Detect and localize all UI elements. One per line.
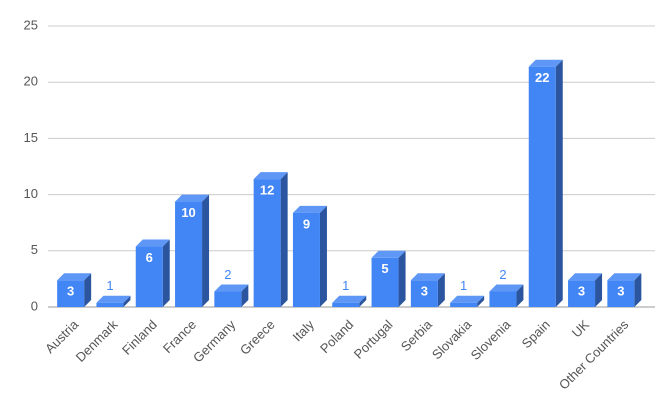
bar	[135, 239, 170, 307]
bar-top	[332, 295, 367, 303]
bar	[568, 273, 603, 307]
x-tick-label: Portugal	[351, 317, 396, 362]
bar-front	[410, 280, 438, 307]
bar-side	[202, 194, 210, 307]
bar	[450, 295, 485, 307]
bar-front	[135, 246, 163, 307]
y-tick-label: 15	[24, 130, 38, 145]
bar-side	[437, 273, 445, 307]
bar-front	[253, 179, 281, 307]
value-label: 2	[224, 267, 231, 282]
y-tick-label: 20	[24, 74, 38, 89]
value-label: 1	[342, 278, 349, 293]
bar-top	[253, 172, 288, 180]
bar-side	[162, 239, 170, 307]
x-tick-label: Slovenia	[468, 316, 514, 362]
x-tick-label: Other Countries	[556, 317, 632, 393]
x-tick-label: Italy	[290, 317, 318, 345]
value-label: 12	[260, 183, 274, 198]
value-label: 9	[303, 216, 310, 231]
y-tick-label: 25	[24, 17, 38, 32]
value-label: 2	[499, 267, 506, 282]
bar-side	[319, 205, 327, 307]
bar-side	[280, 172, 288, 307]
bar-front	[214, 291, 242, 307]
bar-side	[555, 59, 563, 307]
bar-front	[568, 280, 596, 307]
bar-side	[595, 273, 603, 307]
bar	[96, 295, 131, 307]
bar-front	[450, 302, 478, 307]
value-label: 3	[617, 284, 624, 299]
bar-side	[241, 284, 249, 307]
bar	[57, 273, 92, 307]
x-tick-label: Serbia	[398, 316, 436, 354]
bar-top	[135, 239, 170, 247]
bar-front	[175, 201, 203, 307]
bar	[332, 295, 367, 307]
bar-top	[410, 273, 445, 281]
bar-front	[96, 302, 124, 307]
bar-top	[371, 250, 406, 258]
bar-side	[634, 273, 642, 307]
x-tick-label: Spain	[519, 317, 553, 351]
bar-side	[84, 273, 92, 307]
y-tick-label: 5	[31, 242, 38, 257]
bar-front	[371, 257, 399, 307]
value-label: 5	[381, 261, 388, 276]
bar	[410, 273, 445, 307]
bar-top	[175, 194, 210, 202]
bar-top	[450, 295, 485, 303]
bar-top	[568, 273, 603, 281]
x-tick-label: UK	[569, 317, 593, 341]
x-tick-label: Greece	[237, 317, 278, 358]
bar-side	[477, 295, 485, 307]
value-label: 1	[106, 278, 113, 293]
bar	[292, 205, 327, 307]
bar-side	[516, 284, 524, 307]
x-tick-label: Slovakia	[429, 316, 475, 362]
value-label: 3	[578, 284, 585, 299]
bar-front	[292, 212, 320, 307]
value-label: 3	[67, 284, 74, 299]
bar	[489, 284, 524, 307]
bar	[214, 284, 249, 307]
bar-front	[607, 280, 635, 307]
value-label: 10	[181, 205, 195, 220]
bar-front	[489, 291, 517, 307]
value-label: 22	[535, 70, 549, 85]
bar	[175, 194, 210, 307]
bar-top	[292, 205, 327, 213]
x-tick-label: Finland	[119, 317, 160, 358]
x-tick-label: Germany	[190, 317, 239, 366]
value-label: 3	[421, 284, 428, 299]
bar-top	[214, 284, 249, 292]
bar-top	[57, 273, 92, 281]
bar	[371, 250, 406, 307]
bar-side	[398, 250, 406, 307]
bar-top	[528, 59, 563, 67]
y-tick-label: 10	[24, 186, 38, 201]
bar-top	[489, 284, 524, 292]
bar	[253, 172, 288, 307]
value-label: 1	[460, 278, 467, 293]
value-label: 6	[146, 250, 153, 265]
bar-top	[96, 295, 131, 303]
bar	[528, 59, 563, 307]
bar	[607, 273, 642, 307]
bar-front	[57, 280, 85, 307]
y-tick-label: 0	[31, 298, 38, 313]
x-tick-label: Denmark	[73, 317, 121, 365]
bar-top	[607, 273, 642, 281]
bar-front	[528, 66, 556, 307]
bar-side	[359, 295, 367, 307]
bar-side	[123, 295, 131, 307]
bar-front	[332, 302, 360, 307]
